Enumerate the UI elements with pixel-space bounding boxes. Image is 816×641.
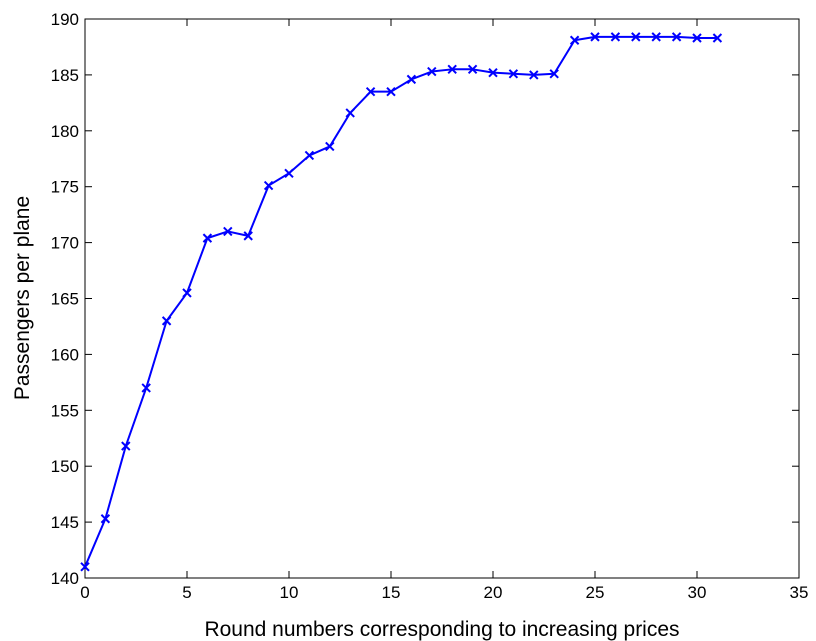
data-point-marker [651,32,661,42]
data-point-marker [345,108,355,118]
y-tick-label: 165 [51,290,79,309]
data-point-marker [590,32,600,42]
x-tick-label: 10 [280,583,299,602]
x-tick-label: 5 [182,583,191,602]
data-point-marker [427,66,437,77]
y-tick-label: 155 [51,401,79,420]
data-point-marker [202,233,213,243]
y-tick-label: 170 [51,234,79,253]
data-point-marker [182,288,192,298]
data-point-marker [161,316,172,326]
x-axis-title: Round numbers corresponding to increasin… [204,618,679,641]
x-tick-label: 25 [586,583,605,602]
data-point-marker [569,35,580,45]
x-tick-label: 20 [484,583,503,602]
x-tick-label: 30 [688,583,707,602]
data-point-marker [447,64,457,75]
data-point-marker [284,168,294,178]
data-point-marker [712,33,723,43]
data-point-marker [100,514,111,524]
data-point-marker [304,150,315,161]
x-tick-label: 15 [382,583,401,602]
series-layer [80,32,723,572]
y-tick-label: 150 [51,457,79,476]
data-point-marker [365,86,376,97]
data-point-marker [610,32,621,42]
y-tick-label: 185 [51,66,79,85]
y-axis-title: Passengers per plane [11,196,34,400]
y-tick-label: 145 [51,513,79,532]
data-point-marker [223,226,233,237]
y-tick-label: 175 [51,178,79,197]
axis-ticks [84,18,800,579]
plot-area [84,18,800,579]
data-point-marker [692,33,702,43]
data-point-marker [325,141,335,152]
data-point-marker [263,180,274,191]
x-tick-label: 35 [790,583,809,602]
data-point-marker [671,32,682,42]
data-point-marker [549,69,559,79]
y-tick-label: 180 [51,122,79,141]
data-point-marker [121,441,131,451]
y-tick-label: 140 [51,569,79,588]
data-point-marker [386,86,396,97]
series-line [84,35,718,568]
data-point-marker [529,70,539,80]
x-tick-label: 0 [80,583,89,602]
y-tick-label: 190 [51,10,79,29]
data-point-marker [406,74,417,85]
y-tick-label: 160 [51,345,79,364]
data-point-marker [488,67,498,78]
data-point-marker [243,231,253,241]
data-point-marker [508,69,519,79]
data-point-marker [631,32,641,42]
data-point-marker [467,64,478,75]
data-point-marker [80,562,90,572]
axis-tick-labels: 0 5 10 15 20 25 30 35 140 145 150 155 160 165 170 175 18… [51,10,809,602]
data-point-marker [141,383,151,393]
